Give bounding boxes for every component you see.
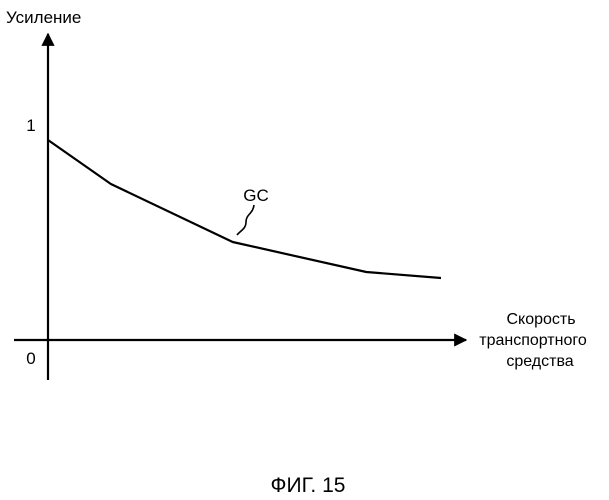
x-axis-label-line-2: транспортного <box>479 332 587 349</box>
gc-leader-line <box>237 205 254 235</box>
y-tick-label-1: 1 <box>26 116 35 135</box>
x-axis-label-line-1: Скорость <box>506 311 575 328</box>
x-axis-label-line-3: средства <box>506 353 573 370</box>
figure-caption: ФИГ. 15 <box>271 474 346 497</box>
y-tick-label-0: 0 <box>26 349 35 368</box>
series-line-gc <box>48 140 441 278</box>
series-points <box>48 140 441 278</box>
series-label-gc: GC <box>243 186 269 205</box>
y-axis-label: Усиление <box>6 8 81 27</box>
